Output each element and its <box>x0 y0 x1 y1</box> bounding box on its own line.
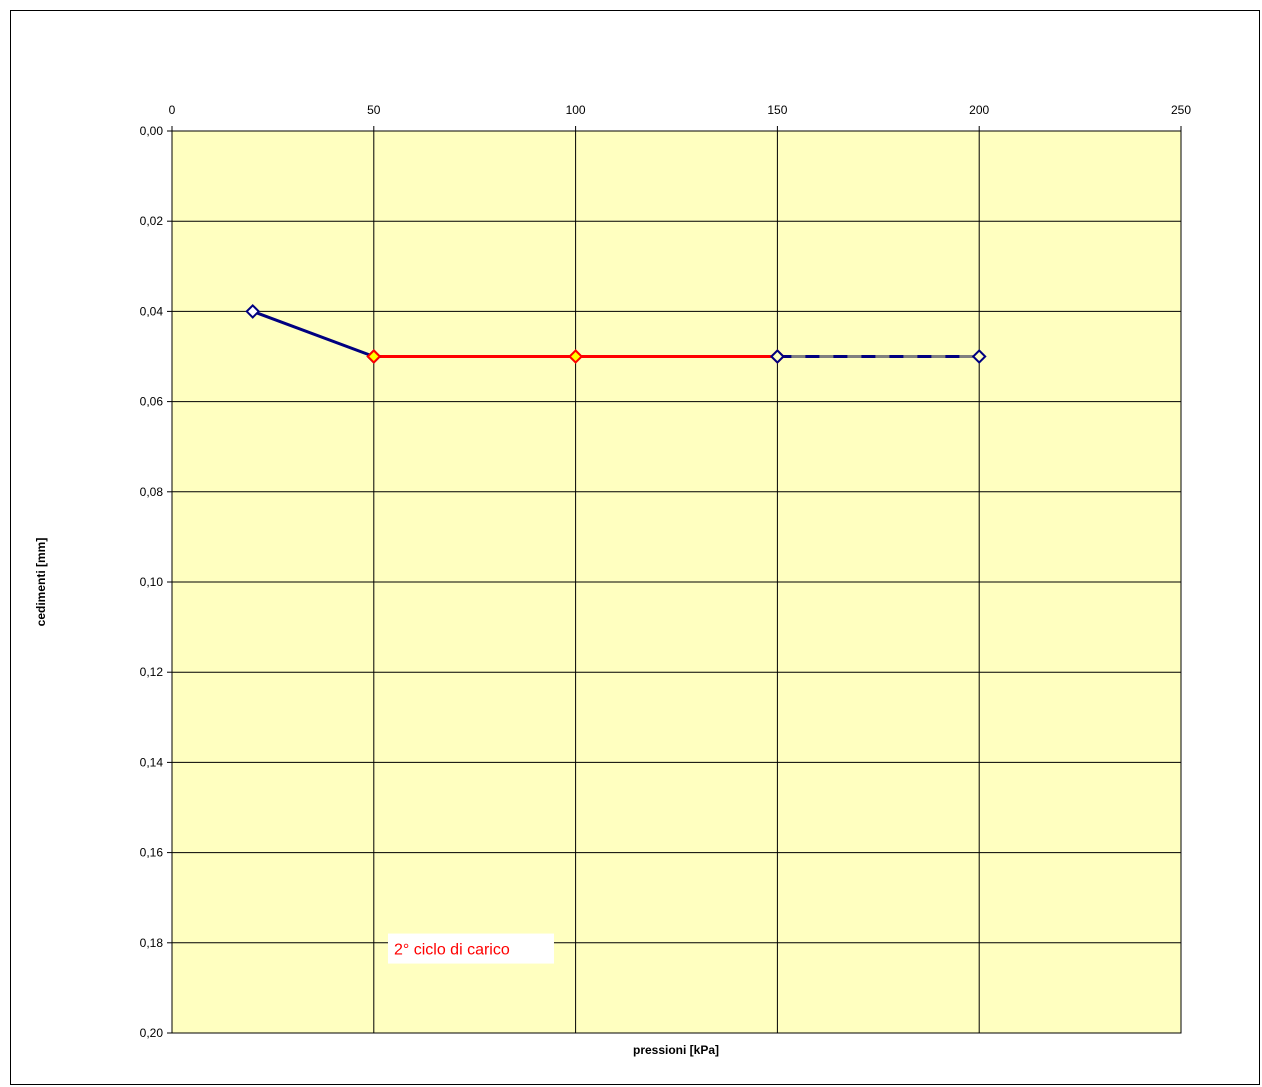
x-tick-label: 50 <box>367 103 381 117</box>
y-tick-label: 0,12 <box>140 665 164 679</box>
x-tick-label: 0 <box>169 103 176 117</box>
y-tick-label: 0,20 <box>140 1026 164 1040</box>
x-tick-label: 250 <box>1171 103 1191 117</box>
y-tick-label: 0,10 <box>140 575 164 589</box>
y-tick-label: 0,04 <box>140 304 164 318</box>
data-point-marker <box>245 303 261 319</box>
x-axis-title: pressioni [kPa] <box>633 1043 719 1057</box>
series-line <box>252 309 375 358</box>
series-markers <box>245 303 987 364</box>
y-tick-label: 0,06 <box>140 395 164 409</box>
data-point-marker <box>366 349 382 364</box>
data-point-marker <box>568 349 584 364</box>
data-point-marker <box>971 349 987 364</box>
x-tick-label: 200 <box>969 103 989 117</box>
data-point-marker <box>769 349 785 364</box>
y-tick-label: 0,14 <box>140 755 164 769</box>
x-tick-labels: 0 50 100 150 200 250 <box>169 103 1192 117</box>
y-tick-label: 0,18 <box>140 936 164 950</box>
y-tick-label: 0,08 <box>140 485 164 499</box>
y-tick-label: 0,00 <box>140 124 164 138</box>
annotation-label: 2° ciclo di carico <box>394 942 510 959</box>
gridlines <box>167 126 1182 1034</box>
annotations: 2° ciclo di carico <box>387 933 554 964</box>
y-tick-label: 0,02 <box>140 214 164 228</box>
x-tick-label: 150 <box>767 103 787 117</box>
annotation-box <box>387 933 554 964</box>
y-axis-title: cedimenti [mm] <box>34 538 48 627</box>
y-tick-labels: 0,00 0,02 0,04 0,06 0,08 0,10 0,12 0,14 0,16 0,18… <box>140 124 164 1040</box>
y-tick-label: 0,16 <box>140 846 164 860</box>
x-tick-label: 100 <box>566 103 586 117</box>
